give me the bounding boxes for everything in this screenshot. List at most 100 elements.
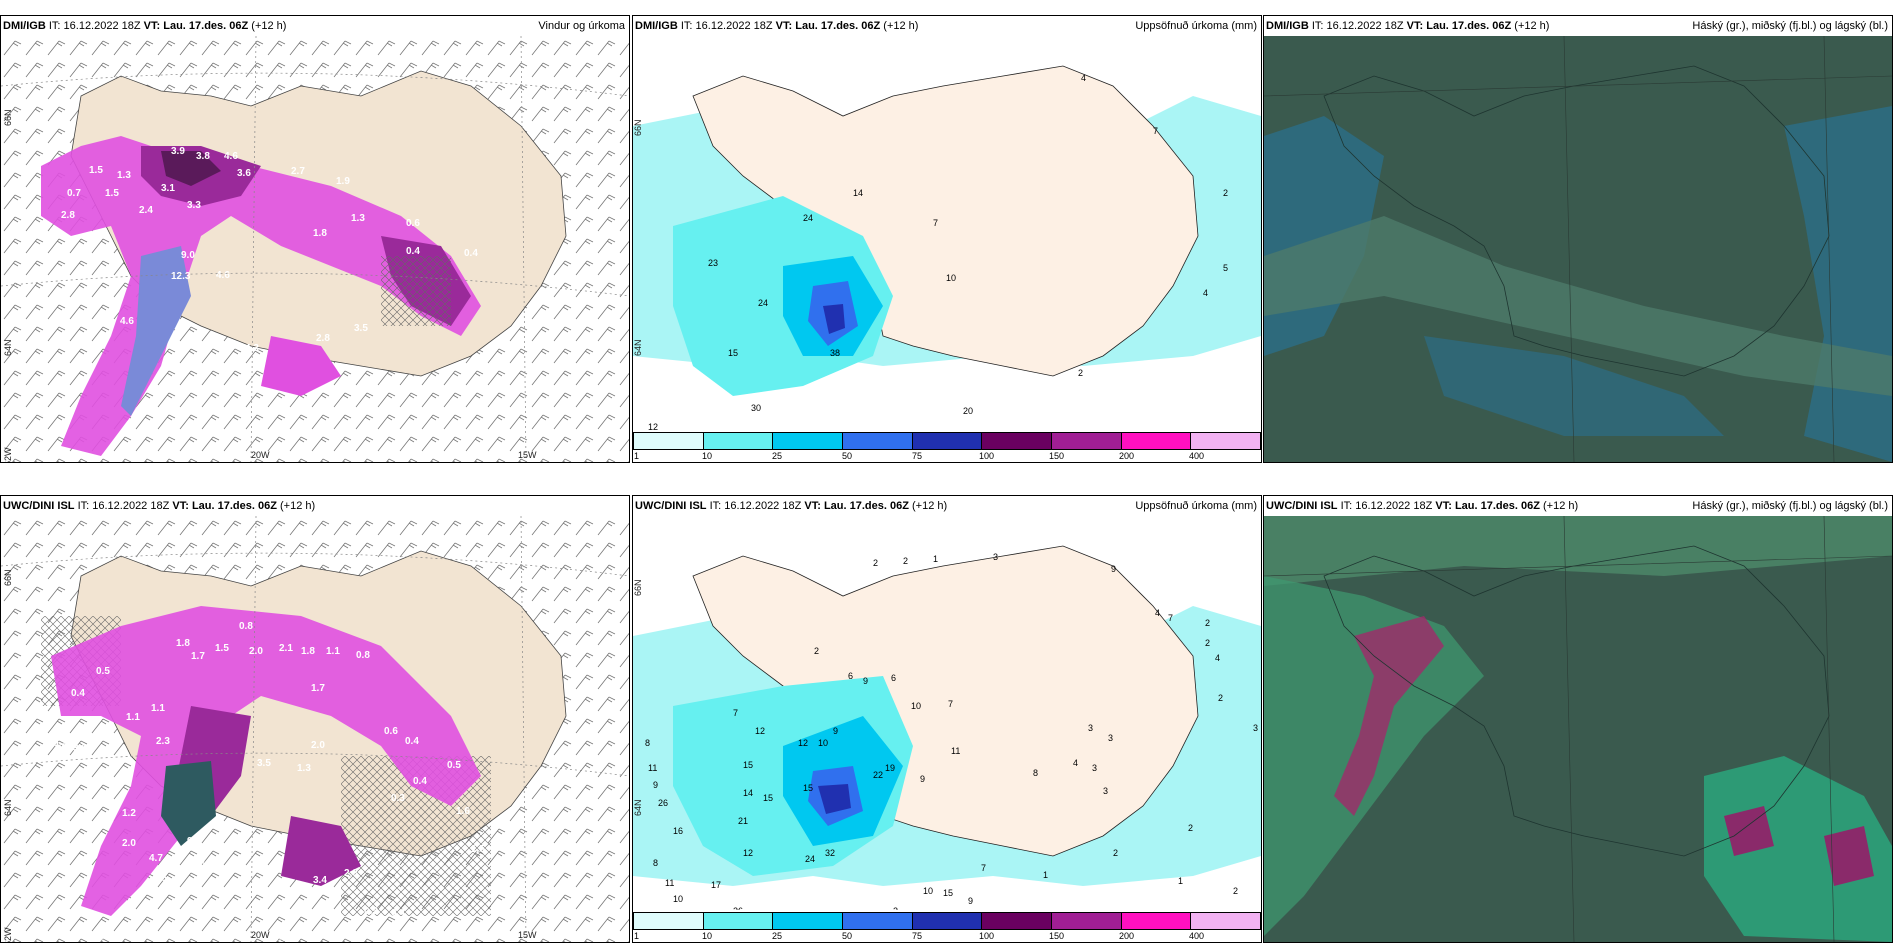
svg-text:0.4: 0.4 xyxy=(464,248,478,259)
svg-text:2.0: 2.0 xyxy=(249,646,263,657)
precip-core xyxy=(818,784,851,814)
precip-colorbar: 1 10 25 50 75 100 150 200 400 xyxy=(633,910,1261,942)
svg-text:2: 2 xyxy=(1205,618,1210,628)
svg-text:38: 38 xyxy=(830,348,840,358)
valid-time: Lau. 17.des. 06Z xyxy=(1454,500,1540,512)
panel-title: Háský (gr.), miðský (fj.bl.) og lágský (… xyxy=(1692,20,1888,32)
wind-map-svg: 0.81.81.7 1.5 2.0 2.1 1.8 1.1 0.8 0.50.41.1 … xyxy=(1,516,629,942)
svg-text:1.1: 1.1 xyxy=(151,703,165,714)
svg-text:4.6: 4.6 xyxy=(216,270,230,281)
vt-prefix: VT: xyxy=(775,20,793,32)
svg-text:4: 4 xyxy=(1215,653,1220,663)
svg-text:1.5: 1.5 xyxy=(215,643,229,654)
wind-precip-map[interactable]: 0.8 1.8 1.7 1.5 2.0 2.1 1.8 1.1 0.8 0.5 0.4 1.1 … xyxy=(1,516,629,942)
svg-text:1.3: 1.3 xyxy=(117,170,131,181)
wind-precip-map[interactable]: 3.9 3.8 4.6 1.5 1.3 1.5 3.1 3.6 2.7 1.9 3.3 2.4 … xyxy=(1,36,629,462)
panel-header: UWC/DINI ISL IT: 16.12.2022 18Z VT: Lau.… xyxy=(1,496,629,516)
cb-seg-2 xyxy=(703,913,774,929)
cb-seg-7 xyxy=(1052,913,1122,929)
init-time: 16.12.2022 18Z xyxy=(695,20,773,32)
precip-colorbar: 1 10 25 50 75 100 150 200 400 xyxy=(633,430,1261,462)
precip-values: 4 7 2 14 24 7 10 5 4 23 24 15 38 2 20 30… xyxy=(648,73,1228,430)
svg-text:1: 1 xyxy=(1043,870,1048,880)
svg-text:2.1: 2.1 xyxy=(279,643,293,654)
cb-seg-4 xyxy=(843,433,913,449)
svg-text:10: 10 xyxy=(673,894,683,904)
colorbar-swatches xyxy=(633,432,1261,450)
svg-text:4: 4 xyxy=(1081,73,1086,83)
svg-text:2: 2 xyxy=(903,556,908,566)
svg-text:24: 24 xyxy=(803,213,813,223)
lead-time: (+12 h) xyxy=(251,20,287,32)
svg-text:2: 2 xyxy=(1233,886,1238,896)
svg-text:11: 11 xyxy=(951,746,960,756)
it-prefix: IT: xyxy=(77,500,90,512)
svg-text:1.7: 1.7 xyxy=(191,651,205,662)
svg-text:9.0: 9.0 xyxy=(181,250,195,261)
svg-text:11: 11 xyxy=(648,763,657,773)
svg-text:7: 7 xyxy=(933,218,938,228)
lat-label-64n: 64N xyxy=(3,799,13,816)
svg-text:12: 12 xyxy=(648,422,658,430)
svg-text:10: 10 xyxy=(946,273,956,283)
cb-seg-1 xyxy=(634,433,704,449)
cb-tick: 100 xyxy=(979,451,995,461)
cb-seg-3 xyxy=(773,433,844,449)
model-name: UWC/DINI ISL xyxy=(635,500,707,512)
svg-text:3: 3 xyxy=(1253,723,1258,733)
vt-prefix: VT: xyxy=(143,20,161,32)
svg-text:7.5: 7.5 xyxy=(153,873,167,884)
cloud-blue-south xyxy=(1424,336,1724,436)
svg-text:9: 9 xyxy=(1111,564,1116,574)
lat-label-64n: 64N xyxy=(633,799,643,816)
svg-text:4.6: 4.6 xyxy=(224,151,238,162)
precip-dark-core xyxy=(161,151,221,186)
valid-time: Lau. 17.des. 06Z xyxy=(795,20,881,32)
cb-seg-3 xyxy=(773,913,844,929)
svg-text:2: 2 xyxy=(1188,823,1193,833)
svg-text:1.5: 1.5 xyxy=(105,188,119,199)
svg-text:12: 12 xyxy=(743,848,753,858)
svg-text:3: 3 xyxy=(1092,763,1097,773)
svg-text:21: 21 xyxy=(738,816,748,826)
init-time: 16.12.2022 18Z xyxy=(63,20,141,32)
cloud-green-north xyxy=(1264,516,1892,586)
svg-text:4: 4 xyxy=(1073,758,1078,768)
lat-label-64n: 64N xyxy=(633,339,643,356)
cloud-map[interactable] xyxy=(1264,36,1892,462)
model-name: DMI/IGB xyxy=(635,20,678,32)
model-name: UWC/DINI ISL xyxy=(3,500,75,512)
svg-text:2: 2 xyxy=(1223,188,1228,198)
precip-labels: 0.81.81.7 1.5 2.0 2.1 1.8 1.1 0.8 0.50.41.1 … xyxy=(53,621,485,942)
it-prefix: IT: xyxy=(48,20,61,32)
svg-text:12: 12 xyxy=(798,738,808,748)
cb-tick: 50 xyxy=(842,451,853,461)
lead-time: (+12 h) xyxy=(1543,500,1579,512)
accum-precip-map[interactable]: 4 7 2 14 24 7 10 5 4 23 24 15 38 2 20 30… xyxy=(633,36,1261,430)
panel-title: Vindur og úrkoma xyxy=(538,20,625,32)
cb-tick: 10 xyxy=(702,931,713,941)
svg-text:2.7: 2.7 xyxy=(291,166,305,177)
svg-text:2: 2 xyxy=(1218,693,1223,703)
svg-text:15: 15 xyxy=(943,888,953,898)
lead-time: (+12 h) xyxy=(280,500,316,512)
svg-text:7: 7 xyxy=(733,708,738,718)
accum-precip-map[interactable]: 2 2 1 3 9 4 7 2 2 4 2 6 9 6 10 7 2 3 8 7 xyxy=(633,516,1261,910)
svg-text:3: 3 xyxy=(1108,733,1113,743)
svg-text:3: 3 xyxy=(1103,786,1108,796)
svg-text:0.4: 0.4 xyxy=(71,688,85,699)
it-prefix: IT: xyxy=(1340,500,1353,512)
model-name: UWC/DINI ISL xyxy=(1266,500,1338,512)
cloud-map[interactable] xyxy=(1264,516,1892,942)
svg-text:30: 30 xyxy=(751,403,761,413)
cb-seg-2 xyxy=(703,433,774,449)
panel-dmi-accum-precip: DMI/IGB IT: 16.12.2022 18Z VT: Lau. 17.d… xyxy=(632,15,1262,463)
svg-text:22: 22 xyxy=(873,770,883,780)
cb-tick: 400 xyxy=(1189,931,1205,941)
svg-text:0.7: 0.7 xyxy=(53,738,67,749)
panel-header: DMI/IGB IT: 16.12.2022 18Z VT: Lau. 17.d… xyxy=(1,16,629,36)
svg-text:19: 19 xyxy=(885,763,895,773)
cb-seg-5 xyxy=(912,913,983,929)
colorbar-swatches xyxy=(633,912,1261,930)
svg-text:2: 2 xyxy=(1113,848,1118,858)
